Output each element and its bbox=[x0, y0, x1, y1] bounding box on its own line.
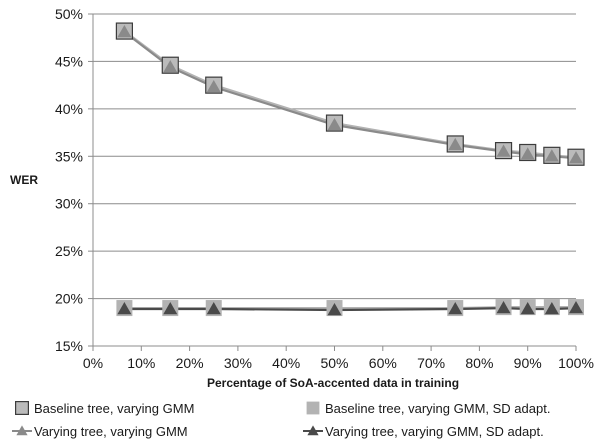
data-point-series-3 bbox=[327, 117, 342, 131]
x-tick-label: 50% bbox=[320, 355, 348, 371]
y-tick-labels: 15% 20% 25% 30% 35% 40% 45% 50% bbox=[55, 6, 83, 354]
x-tick-label: 10% bbox=[127, 355, 155, 371]
legend-item-3: Varying tree, varying GMM bbox=[12, 424, 188, 439]
data-point-series-4 bbox=[327, 302, 342, 316]
legend-swatch bbox=[15, 401, 30, 416]
legend: Baseline tree, varying GMM Baseline tree,… bbox=[12, 401, 550, 439]
series-line-3 bbox=[123, 31, 577, 160]
legend-label: Baseline tree, varying GMM, SD adapt. bbox=[325, 401, 550, 416]
y-tick-label: 50% bbox=[55, 6, 83, 22]
x-tick-label: 90% bbox=[514, 355, 542, 371]
axes bbox=[88, 13, 577, 351]
y-tick-label: 25% bbox=[55, 243, 83, 259]
y-tick-label: 45% bbox=[55, 53, 83, 69]
legend-swatch bbox=[16, 425, 28, 436]
y-tick-label: 20% bbox=[55, 291, 83, 307]
legend-item-2: Baseline tree, varying GMM, SD adapt. bbox=[306, 401, 550, 416]
y-tick-label: 35% bbox=[55, 148, 83, 164]
legend-swatch bbox=[307, 425, 319, 436]
data-point-series-3 bbox=[544, 149, 559, 162]
legend-label: Varying tree, varying GMM bbox=[34, 424, 188, 439]
x-axis-title: Percentage of SoA-accented data in train… bbox=[207, 376, 459, 390]
y-tick-label: 15% bbox=[55, 338, 83, 354]
data-point-series-4 bbox=[496, 301, 511, 314]
data-point-series-3 bbox=[163, 60, 178, 73]
y-tick-label: 40% bbox=[55, 101, 83, 117]
data-point-series-4 bbox=[544, 302, 559, 315]
series-markers bbox=[115, 22, 585, 317]
legend-item-4: Varying tree, varying GMM, SD adapt. bbox=[303, 424, 544, 439]
series-lines bbox=[123, 30, 577, 312]
data-point-series-3 bbox=[206, 80, 221, 93]
x-tick-label: 30% bbox=[224, 355, 252, 371]
legend-label: Baseline tree, varying GMM bbox=[34, 401, 194, 416]
x-tick-label: 100% bbox=[558, 355, 594, 371]
x-tick-label: 70% bbox=[417, 355, 445, 371]
series-line-1 bbox=[123, 30, 577, 159]
x-tick-label: 80% bbox=[465, 355, 493, 371]
x-tick-label: 60% bbox=[369, 355, 397, 371]
legend-item-1: Baseline tree, varying GMM bbox=[15, 401, 194, 416]
x-tick-label: 0% bbox=[83, 355, 103, 371]
data-point-series-4 bbox=[520, 302, 535, 315]
x-tick-labels: 0% 10% 20% 30% 40% 50% 60% 70% 80% 90% 100% bbox=[83, 355, 594, 371]
data-point-series-4 bbox=[206, 302, 221, 315]
x-tick-label: 20% bbox=[176, 355, 204, 371]
data-point-series-4 bbox=[569, 301, 583, 314]
data-point-series-4 bbox=[117, 302, 132, 315]
legend-label: Varying tree, varying GMM, SD adapt. bbox=[325, 424, 544, 439]
data-point-series-4 bbox=[448, 302, 463, 315]
data-point-series-3 bbox=[117, 25, 132, 38]
x-tick-label: 40% bbox=[272, 355, 300, 371]
data-point-series-3 bbox=[448, 137, 463, 151]
y-tick-label: 30% bbox=[55, 196, 83, 212]
legend-swatch bbox=[306, 401, 320, 415]
y-axis-title: WER bbox=[10, 173, 38, 187]
data-point-series-4 bbox=[163, 302, 178, 315]
data-point-series-3 bbox=[569, 151, 583, 164]
data-point-series-3 bbox=[496, 144, 511, 157]
data-point-series-3 bbox=[520, 147, 535, 160]
